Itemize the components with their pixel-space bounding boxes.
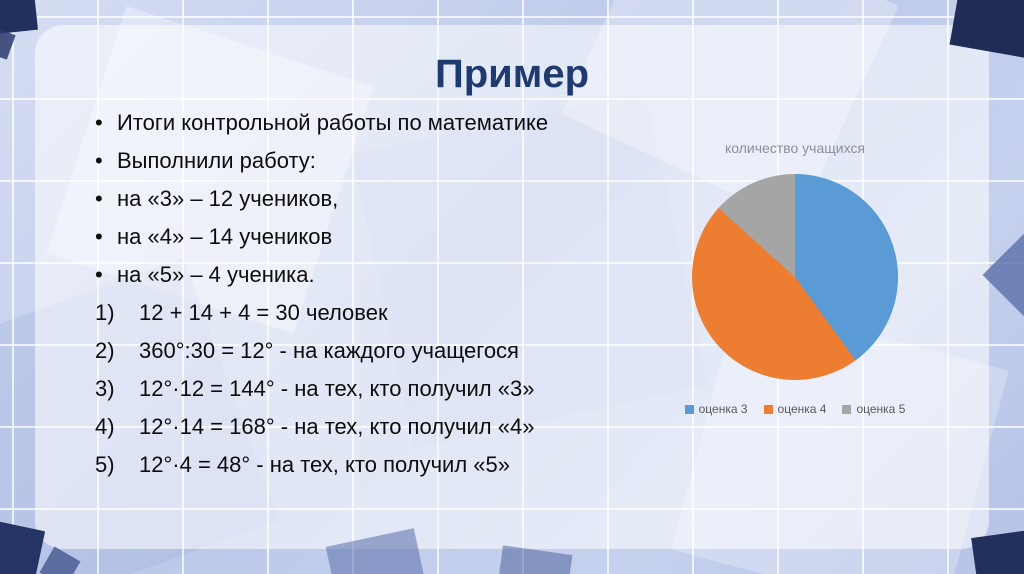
- legend-item: оценка 5: [842, 402, 905, 416]
- numbered-item: 5) 12°·4 = 48° - на тех, кто получил «5»: [95, 452, 655, 490]
- legend-label: оценка 5: [856, 402, 906, 416]
- list-item: • Итоги контрольной работы по математике: [95, 110, 655, 148]
- legend-swatch: [684, 404, 694, 414]
- list-item-text: 12°·12 = 144° - на тех, кто получил «3»: [139, 376, 535, 401]
- list-item: • на «5» – 4 ученика.: [95, 262, 655, 300]
- list-item-number: 3): [95, 376, 115, 401]
- chart-legend: оценка 3 оценка 4 оценка 5: [640, 402, 950, 416]
- list-item: • Выполнили работу:: [95, 148, 655, 186]
- list-item-text: на «3» – 12 учеников,: [117, 186, 339, 211]
- list-item-text: 12°·4 = 48° - на тех, кто получил «5»: [139, 452, 510, 477]
- pie-chart: [692, 174, 898, 380]
- list-item-text: Итоги контрольной работы по математике: [117, 110, 549, 135]
- bullet-icon: •: [95, 262, 103, 287]
- list-item-text: 360°:30 = 12° - на каждого учащегося: [139, 338, 519, 363]
- list-item-text: Выполнили работу:: [117, 148, 316, 173]
- bullet-icon: •: [95, 148, 103, 173]
- legend-item: оценка 4: [763, 402, 827, 416]
- numbered-item: 2) 360°:30 = 12° - на каждого учащегося: [95, 338, 655, 376]
- slide-body-text: • Итоги контрольной работы по математике…: [95, 110, 655, 490]
- list-item-number: 5): [95, 452, 115, 477]
- numbered-item: 1) 12 + 14 + 4 = 30 человек: [95, 300, 655, 338]
- legend-label: оценка 3: [698, 402, 748, 416]
- legend-swatch: [763, 404, 773, 414]
- legend-label: оценка 4: [777, 402, 827, 416]
- legend-item: оценка 3: [684, 402, 748, 416]
- numbered-item: 4) 12°·14 = 168° - на тех, кто получил «…: [95, 414, 655, 452]
- list-item-text: 12 + 14 + 4 = 30 человек: [139, 300, 388, 325]
- list-item: • на «4» – 14 учеников: [95, 224, 655, 262]
- bullet-icon: •: [95, 110, 103, 135]
- chart-title: количество учащихся: [724, 140, 866, 156]
- bullet-icon: •: [95, 224, 103, 249]
- list-item-number: 4): [95, 414, 115, 439]
- numbered-item: 3) 12°·12 = 144° - на тех, кто получил «…: [95, 376, 655, 414]
- list-item-text: на «5» – 4 ученика.: [117, 262, 315, 287]
- pie-chart-area: количество учащихся оценка 3 оценка 4 оц…: [640, 140, 950, 416]
- slide-title: Пример: [434, 52, 590, 96]
- list-item-number: 1): [95, 300, 115, 325]
- list-item-text: на «4» – 14 учеников: [117, 224, 333, 249]
- list-item: • на «3» – 12 учеников,: [95, 186, 655, 224]
- legend-swatch: [842, 404, 852, 414]
- list-item-text: 12°·14 = 168° - на тех, кто получил «4»: [139, 414, 535, 439]
- list-item-number: 2): [95, 338, 115, 363]
- bullet-icon: •: [95, 186, 103, 211]
